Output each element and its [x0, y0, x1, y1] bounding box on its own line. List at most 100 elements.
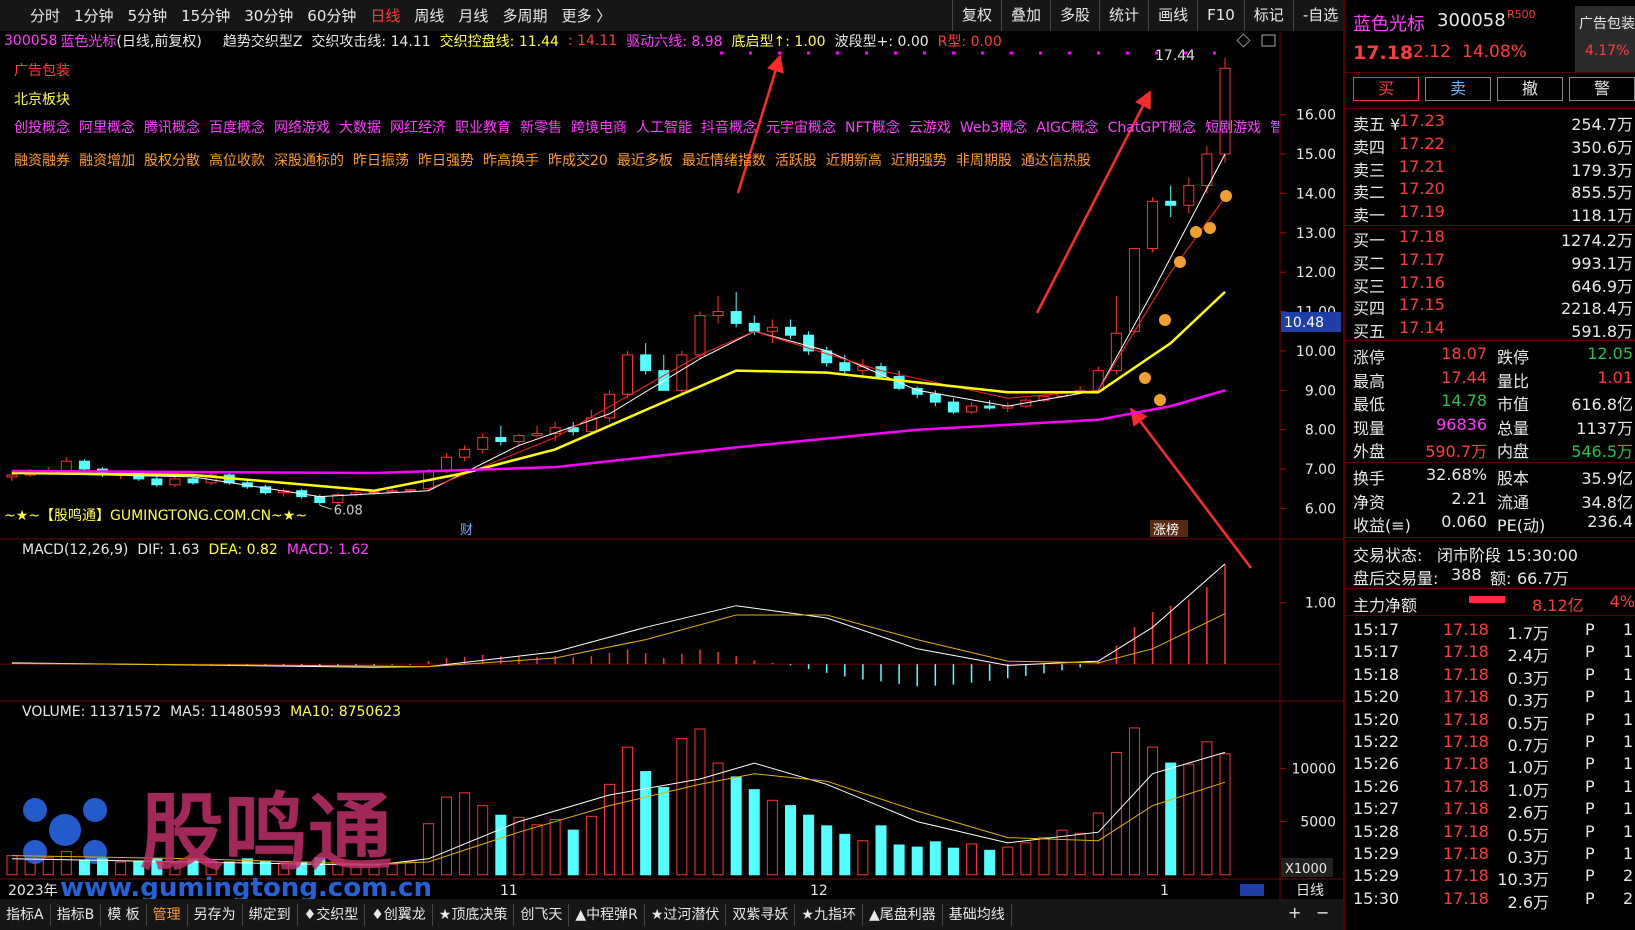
macd-header: MACD(12,26,9) DIF: 1.63 DEA: 0.82 MACD: 1.6… [22, 542, 369, 558]
tool-button[interactable]: 多股 [1050, 0, 1099, 31]
volume-bar [1038, 837, 1050, 876]
tool-button[interactable]: -自选 [1292, 0, 1347, 31]
tool-button[interactable]: F10 [1197, 0, 1244, 31]
indicator-tab[interactable]: 绑定到 [243, 903, 298, 926]
tab-control[interactable]: + [1288, 903, 1302, 922]
trade-time: 15:27 [1353, 799, 1400, 819]
stat-label: 流通 [1497, 492, 1530, 512]
concept: Web3概念 [959, 120, 1028, 136]
stat-value: 546.5万 [1571, 442, 1633, 461]
feature-list: 融资融券 融资增加 股权分散 高位收款 深股通标的 昨日振荡 昨日强势 昨高换手 昨成交20 最近… [14, 150, 1091, 170]
period-tab[interactable]: 月线 [458, 7, 489, 25]
trade-button[interactable]: 撤 [1497, 77, 1563, 101]
y-tick-label: 10000 [1291, 761, 1336, 777]
volume-bar [1219, 753, 1231, 876]
tool-button[interactable]: 复权 [952, 0, 1001, 31]
volume-bar [187, 859, 199, 876]
concept: 职业教育 [455, 120, 511, 136]
candle-body [1147, 200, 1159, 250]
period-tab[interactable]: 5分钟 [127, 7, 168, 25]
trade-count: 1 [1623, 732, 1634, 751]
book-label: 卖五 ¥ [1353, 115, 1401, 134]
book-label: 卖一 [1353, 206, 1386, 226]
trade-price: 17.18 [1443, 866, 1489, 886]
book-price: 17.16 [1399, 272, 1445, 292]
indicator-tab[interactable]: 管理 [147, 903, 188, 926]
trade-volume: 0.5万 [1507, 713, 1549, 733]
period-tab[interactable]: 更多 〉 [561, 7, 612, 25]
period-tab[interactable]: 60分钟 [307, 7, 357, 25]
candle-body [694, 315, 706, 356]
indicator-value: 波段型+: 0.00 [834, 34, 929, 50]
trade-volume: 0.3万 [1507, 668, 1549, 688]
indicator-tab[interactable]: 基础均线 [943, 903, 1012, 926]
candle-body [6, 474, 18, 478]
period-tab[interactable]: 15分钟 [181, 7, 231, 25]
tool-button[interactable]: 标记 [1243, 0, 1293, 31]
volume-bar [459, 792, 471, 876]
tool-button[interactable]: 画线 [1148, 0, 1197, 31]
volume-bar [441, 796, 453, 876]
badge: 涨榜 [1153, 522, 1179, 538]
trade-button[interactable]: 警 [1569, 77, 1635, 101]
trade-price: 17.18 [1443, 620, 1489, 639]
period-tab[interactable]: 周线 [414, 7, 445, 25]
indicator-tab[interactable]: 模 板 [101, 903, 147, 926]
indicator-tab[interactable]: ★九指环 [795, 903, 863, 926]
volume-bar [622, 746, 634, 876]
stat-value: 236.4 [1587, 512, 1633, 531]
stock-code: 300058 [1437, 10, 1506, 31]
indicator-tab[interactable]: ★顶底决策 [433, 903, 515, 926]
volume-bar [1092, 812, 1104, 876]
concept-list: 创投概念 阿里概念 腾讯概念 百度概念 网络游戏 大数据 网红经济 职业教育 新零售 跨境电商 人工… [14, 117, 1279, 137]
stat-value: 12.05 [1587, 344, 1633, 363]
period-tab[interactable]: 1分钟 [74, 7, 114, 25]
trade-time: 15:28 [1353, 821, 1400, 841]
volume-bar [42, 857, 54, 876]
candle-body [748, 322, 760, 332]
after-label: 盘后交易量: [1353, 569, 1439, 588]
volume-bar [422, 823, 434, 876]
indicator-tab[interactable]: ▲尾盘利器 [863, 903, 943, 926]
tool-button[interactable]: 叠加 [1001, 0, 1050, 31]
period-tab[interactable]: 30分钟 [244, 7, 294, 25]
period-tab[interactable]: 分时 [30, 7, 61, 25]
indicator-tab[interactable]: 双紫寻妖 [726, 903, 796, 926]
indicator-tab[interactable]: ▲中程弹R [569, 903, 645, 926]
indicator-tab[interactable]: ♦创翼龙 [365, 903, 433, 926]
tab-control[interactable]: − [1316, 903, 1330, 922]
volume-bar [1128, 727, 1140, 876]
x-tick-label: 2023年 [8, 883, 58, 899]
trade-price: 17.18 [1443, 642, 1489, 662]
book-price: 17.17 [1399, 249, 1445, 269]
indicator-tab[interactable]: ♦交织型 [298, 903, 366, 926]
indicator-tab[interactable]: 指标A [0, 903, 51, 926]
trade-button[interactable]: 买 [1353, 77, 1419, 101]
stat-label: 涨停 [1353, 348, 1386, 367]
period-tab[interactable]: 日线 [370, 7, 401, 25]
indicator-tab[interactable]: ★过河潜伏 [645, 903, 727, 926]
y-tick-label: 14.00 [1296, 186, 1336, 202]
feature: 昨日振荡 [353, 153, 409, 169]
stat-label: 跌停 [1497, 348, 1530, 367]
stat-value: 34.8亿 [1581, 492, 1633, 512]
book-volume: 254.7万 [1571, 115, 1633, 134]
volume-bar [1074, 832, 1086, 876]
period-tabs: 分时 1分钟 5分钟 15分钟 30分钟 60分钟 日线 周线 月线 多周期 更多 〉 [30, 0, 611, 31]
trade-button[interactable]: 卖 [1425, 77, 1491, 101]
trade-time: 15:29 [1353, 866, 1400, 886]
indicator-tab[interactable]: 创飞天 [514, 903, 570, 926]
volume-bar [241, 858, 253, 876]
period-tab[interactable]: 多周期 [502, 7, 548, 25]
trade-time: 15:30 [1353, 888, 1400, 908]
candle-body [1219, 67, 1231, 155]
indicator-value: 驱动六线: 8.98 [626, 34, 723, 50]
indicator-tab[interactable]: 另存为 [188, 903, 243, 926]
volume-bar [1165, 762, 1177, 876]
indicator-tab[interactable]: 指标B [51, 903, 102, 926]
volume-bar [966, 843, 978, 876]
candle-body [513, 435, 525, 442]
tool-button[interactable]: 统计 [1099, 0, 1148, 31]
volume-bar [531, 824, 543, 876]
trade-count: 2 [1623, 866, 1634, 886]
